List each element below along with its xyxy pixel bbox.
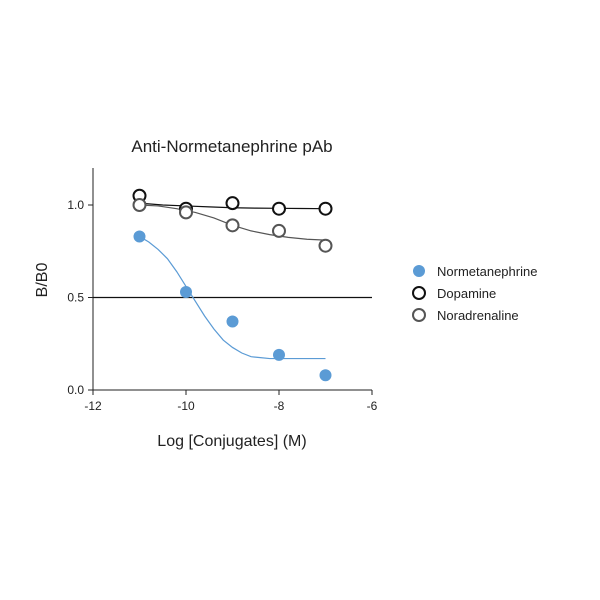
y-tick-label: 1.0 bbox=[67, 198, 84, 212]
data-point-dopamine bbox=[318, 201, 333, 216]
data-point-normetanephrine bbox=[133, 230, 146, 243]
legend-marker-normetanephrine bbox=[413, 265, 425, 277]
plot-area: -12 -10 -8 -6 0.0 0.5 1.0 bbox=[67, 168, 378, 413]
legend-label-dopamine: Dopamine bbox=[437, 286, 496, 301]
data-point-normetanephrine bbox=[273, 348, 285, 361]
data-point-dopamine bbox=[272, 201, 286, 216]
data-point-noradrenaline bbox=[179, 205, 193, 220]
data-point-noradrenaline bbox=[318, 238, 333, 253]
x-tick-label: -10 bbox=[177, 399, 195, 413]
data-point-noradrenaline bbox=[132, 198, 147, 212]
data-point-normetanephrine bbox=[226, 315, 239, 328]
x-axis-label: Log [Conjugates] (M) bbox=[157, 433, 306, 450]
x-tick-label: -8 bbox=[274, 399, 285, 413]
y-tick-label: 0.5 bbox=[67, 291, 84, 305]
chart-title: Anti-Normetanephrine pAb bbox=[131, 137, 332, 156]
y-tick-label: 0.0 bbox=[67, 383, 84, 397]
y-axis-label: B/B0 bbox=[34, 263, 51, 298]
legend: Normetanephrine Dopamine Noradrenaline bbox=[412, 264, 537, 323]
data-point-noradrenaline bbox=[225, 218, 240, 233]
x-tick-label: -6 bbox=[367, 399, 378, 413]
legend-label-normetanephrine: Normetanephrine bbox=[437, 264, 537, 279]
legend-marker-noradrenaline bbox=[412, 308, 426, 322]
data-point-dopamine bbox=[225, 196, 240, 211]
legend-label-noradrenaline: Noradrenaline bbox=[437, 308, 519, 323]
legend-marker-dopamine bbox=[412, 286, 426, 300]
fit-curve-normetanephrine bbox=[139, 235, 326, 360]
x-tick-label: -12 bbox=[84, 399, 102, 413]
data-point-normetanephrine bbox=[319, 369, 332, 382]
data-point-normetanephrine bbox=[180, 285, 192, 298]
data-point-noradrenaline bbox=[272, 223, 286, 238]
